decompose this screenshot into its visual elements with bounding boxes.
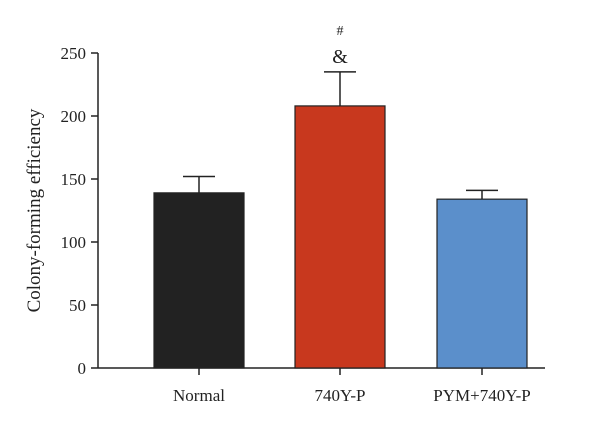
bars	[153, 71, 528, 369]
x-tick-label: 740Y-P	[314, 386, 365, 405]
bar	[294, 105, 386, 369]
x-tick-label: Normal	[173, 386, 225, 405]
annotations: #&	[332, 24, 348, 68]
y-tick-label: 50	[69, 296, 86, 315]
y-axis: 0 50 100 150 200 250	[61, 44, 99, 378]
significance-mark: &	[332, 46, 348, 68]
y-tick-label: 150	[61, 170, 87, 189]
y-axis-title: Colony-forming efficiency	[24, 108, 45, 312]
x-tick-label: PYM+740Y-P	[433, 386, 530, 405]
significance-mark: #	[337, 24, 344, 39]
y-tick-label: 100	[61, 233, 87, 252]
y-tick-label: 250	[61, 44, 87, 63]
bar	[153, 192, 245, 369]
y-tick-label: 0	[78, 359, 87, 378]
bar	[436, 198, 528, 369]
y-tick-label: 200	[61, 107, 87, 126]
x-axis: Normal 740Y-P PYM+740Y-P	[98, 367, 545, 405]
